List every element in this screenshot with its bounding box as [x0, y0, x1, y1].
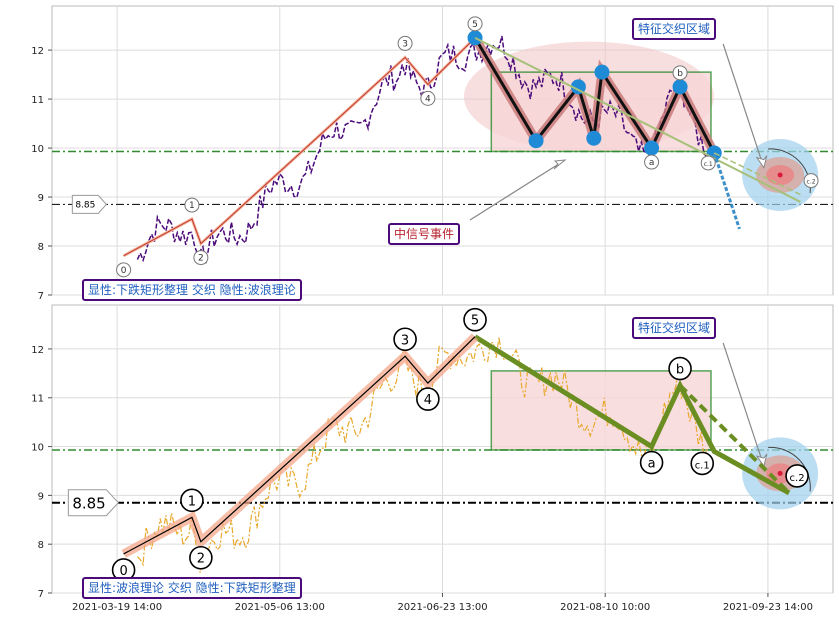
wave-label-circle	[644, 154, 660, 170]
signal-event-label: 中信号事件	[388, 223, 461, 245]
reference-arrow-box	[67, 489, 120, 517]
zigzag-node	[528, 133, 544, 149]
wave-label: 2	[197, 552, 205, 567]
x-tick-label: 2021-03-19 14:00	[72, 602, 162, 613]
corrective-projection	[678, 384, 791, 495]
wave-label: 3	[401, 333, 409, 348]
y-tick-label: 11	[31, 95, 44, 106]
y-tick-label: 10	[31, 443, 44, 454]
feature-arrow-shaft	[722, 43, 765, 168]
y-tick-label: 8	[38, 242, 44, 253]
x-tick-label: 2021-09-23 14:00	[723, 602, 813, 613]
wave-label: 4	[424, 393, 432, 408]
x-tick-label: 2021-06-23 13:00	[397, 602, 487, 613]
x-tick-label: 2021-05-06 13:00	[235, 602, 325, 613]
wave-label: 1	[188, 494, 196, 509]
wave-label-circle	[467, 16, 483, 32]
y-tick-label: 7	[38, 291, 44, 302]
wave-label: 1	[189, 201, 195, 211]
projection-down	[712, 152, 741, 230]
x-tick-label: 2021-08-10 10:00	[560, 602, 650, 613]
wave-label: c.1	[704, 161, 713, 168]
wave-line	[123, 37, 476, 257]
zigzag-node	[594, 64, 610, 80]
y-tick-label: 12	[31, 46, 44, 57]
feature-arrow-head	[755, 155, 768, 169]
projection-c2	[713, 152, 801, 196]
reference-label: 8.85	[72, 495, 105, 513]
zigzag-node	[672, 79, 688, 95]
zigzag-node	[644, 140, 660, 156]
y-tick-label: 10	[31, 144, 44, 155]
reference-label: 8.85	[75, 200, 95, 210]
feature-arrow-head	[755, 453, 768, 468]
wave-label-circle	[785, 464, 809, 488]
legend-top: 显性:下跌矩形整理 交织 隐性:波浪理论	[82, 279, 302, 301]
feature-arrow-shaft	[722, 342, 765, 467]
wave-label: 3	[402, 39, 408, 49]
wave-label: 5	[472, 20, 478, 30]
wave-label: 2	[198, 254, 204, 264]
trend-line	[474, 36, 801, 203]
wave-label-circle	[420, 90, 436, 106]
wave-label-circle	[463, 307, 487, 332]
y-tick-label: 8	[38, 540, 44, 551]
zigzag-line	[473, 37, 716, 154]
feature-zone-label-top: 特征交织区域	[632, 18, 717, 40]
y-tick-label: 9	[38, 491, 44, 502]
wave-label-circle	[690, 451, 715, 476]
wave-label-circle	[639, 450, 664, 475]
wave-label-circle	[116, 262, 132, 278]
wave-label-circle	[180, 488, 204, 513]
rectangle-pattern	[490, 370, 712, 451]
zigzag-node	[586, 130, 602, 146]
wave-label: c.1	[695, 460, 710, 471]
wave-label-circle	[803, 173, 819, 189]
wave-label: a	[649, 158, 655, 168]
y-tick-label: 12	[31, 345, 44, 356]
feature-zone-label-bottom: 特征交织区域	[632, 317, 717, 339]
y-tick-label: 9	[38, 193, 44, 204]
wave-label: b	[677, 69, 683, 79]
signal-arrow-head	[553, 159, 567, 170]
target-arc	[768, 446, 811, 492]
wave-label-circle	[672, 65, 688, 81]
wave-label-circle	[397, 35, 413, 51]
signal-arrow-shaft	[469, 159, 566, 221]
wave-label: 4	[425, 94, 431, 104]
reference-arrow-box	[71, 194, 108, 214]
wave-line	[123, 336, 476, 555]
corrective-wave-line	[473, 334, 791, 496]
wave-label-circle	[416, 387, 440, 411]
wave-label: c.2	[807, 179, 816, 186]
y-tick-label: 7	[38, 589, 44, 600]
wave-label-circle	[184, 197, 200, 213]
wave-label: 5	[471, 314, 479, 329]
wave-label-circle	[700, 155, 716, 171]
target-zone-center	[777, 470, 783, 476]
zigzag-node	[570, 79, 586, 95]
wave-label-circle	[193, 250, 209, 266]
wave-label-circle	[189, 545, 213, 570]
wave-label: c.2	[790, 473, 805, 484]
wave-label: a	[648, 457, 656, 472]
wave-label: 0	[121, 266, 127, 276]
legend-bottom: 显性:波浪理论 交织 隐性:下跌矩形整理	[82, 577, 302, 599]
wave-label: 0	[119, 564, 127, 579]
y-tick-label: 11	[31, 394, 44, 405]
wave-label-circle	[668, 356, 692, 381]
wave-label-circle	[393, 327, 417, 352]
target-zone-center	[777, 172, 783, 178]
wave-label: b	[676, 363, 684, 378]
